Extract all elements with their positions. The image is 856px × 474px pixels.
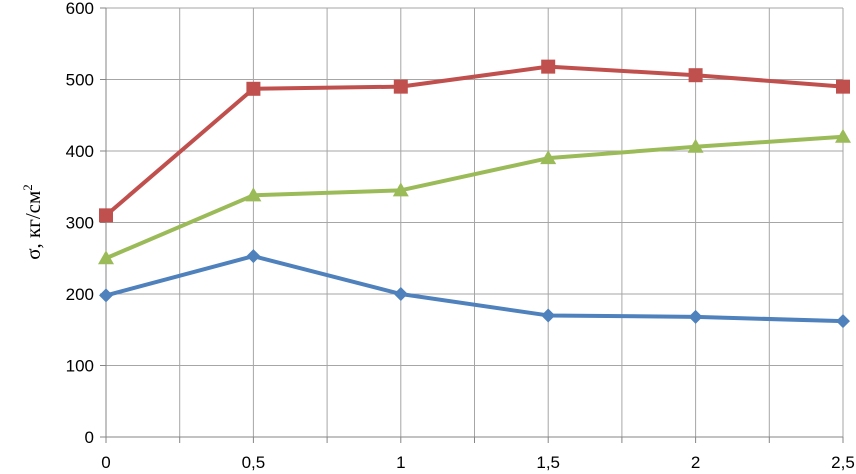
y-tick-label: 200 [66, 285, 94, 304]
y-tick-label: 300 [66, 214, 94, 233]
y-tick-labels: 0 100 200 300 400 500 600 [66, 0, 94, 447]
data-point-diamond [393, 287, 408, 301]
x-tick-labels: 0 0,5 1 1,5 2 2,5 [101, 453, 855, 472]
x-tick-label: 0,5 [242, 453, 266, 472]
series-group [98, 59, 851, 329]
data-point-triangle [687, 138, 704, 153]
x-tick-label: 2 [691, 453, 700, 472]
y-tick-label: 600 [66, 0, 94, 18]
grid [106, 7, 844, 437]
data-point-triangle [835, 128, 851, 143]
data-point-triangle [392, 182, 409, 197]
y-tick-label: 100 [66, 357, 94, 376]
x-tick-label: 1,5 [536, 453, 560, 472]
series-square [99, 59, 850, 223]
data-point-square [541, 59, 556, 74]
data-point-diamond [836, 314, 850, 329]
series-diamond [99, 249, 850, 329]
x-tick-label: 0 [101, 453, 110, 472]
data-point-triangle [540, 150, 557, 165]
y-tick-label: 400 [66, 142, 94, 161]
y-tick-label: 500 [66, 71, 94, 90]
y-axis-label: σ, кг/см2 [20, 184, 45, 260]
series-line [105, 254, 844, 324]
data-point-square [99, 208, 113, 223]
series-triangle [98, 128, 851, 265]
y-tick-label: 0 [85, 428, 94, 447]
data-point-square [836, 79, 850, 94]
data-point-square [393, 79, 408, 94]
data-point-triangle [98, 250, 114, 265]
data-point-square [688, 68, 703, 83]
data-point-diamond [246, 249, 261, 264]
data-point-diamond [688, 309, 703, 324]
series-line [105, 134, 844, 261]
x-tick-label: 2,5 [831, 453, 855, 472]
data-point-diamond [541, 308, 556, 323]
axes [100, 7, 844, 443]
data-point-triangle [245, 187, 262, 202]
series-line [104, 64, 844, 217]
x-tick-label: 1 [396, 453, 405, 472]
data-point-square [246, 81, 261, 96]
data-point-diamond [99, 288, 113, 303]
